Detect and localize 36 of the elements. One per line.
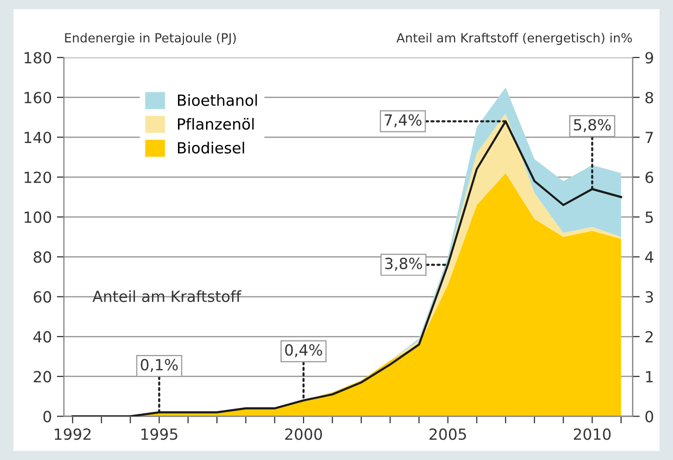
annotation: Anteil am Kraftstoff [92,290,242,302]
y2-tick-label: 5 [646,212,653,223]
y2-tick-label: 7 [646,132,653,144]
x-tick-label: 1992 [54,428,91,440]
legend-label: Biodiesel [178,142,244,154]
y2-tick-label: 8 [645,92,654,104]
x-tick-label: 1995 [141,428,178,440]
annotation: 3,8% [385,258,422,271]
annotation: 7,4% [384,114,422,128]
legend-label: Bioethanol [178,94,257,106]
x-tick-label: 2000 [285,428,322,440]
y-tick-label: 120 [24,172,52,184]
y2-tick-label: 6 [645,172,654,184]
legend-label: Pflanzenöl [178,118,254,130]
y-tick-label: 180 [24,52,52,64]
annotation: 0,4% [285,344,322,358]
annotation: 5,8% [574,118,611,132]
y-tick-label: 160 [24,92,52,104]
annotation: 0,1% [140,358,178,372]
y-tick-label: 0 [43,410,52,422]
y2-tick-label: 0 [645,410,654,422]
y-tick-label: 140 [24,132,52,144]
y2-tick-label: 9 [645,52,654,64]
y2-tick-label: 4 [645,252,654,263]
y2-tick-label: 2 [646,331,653,342]
y-axis-title: Endenergie in Petajoule (PJ) [65,32,236,45]
y-tick-label: 20 [34,370,52,382]
y-tick-label: 80 [34,251,52,263]
y2-tick-label: 3 [646,291,653,303]
y-tick-label: 60 [34,291,52,303]
y2-axis-title: Anteil am Kraftstoff (energetisch) in% [396,32,632,45]
x-tick-label: 2005 [430,428,466,440]
y-tick-label: 40 [33,331,52,343]
y2-tick-label: 1 [646,371,653,382]
x-tick-label: 2010 [574,428,611,440]
y-tick-label: 100 [24,211,52,223]
